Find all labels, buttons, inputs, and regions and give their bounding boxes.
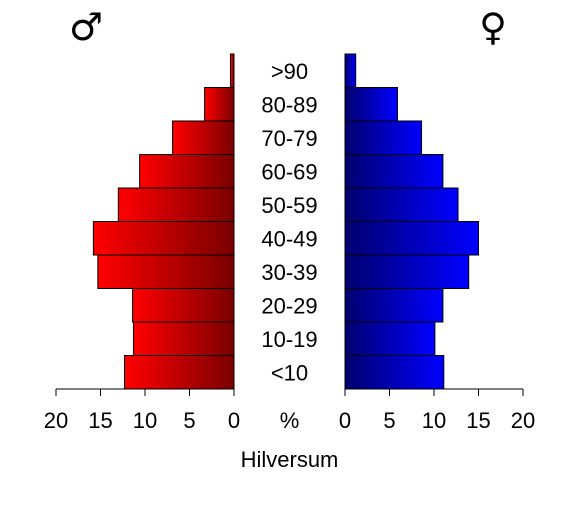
x-axis-title: Hilversum xyxy=(241,447,339,472)
female-bar-0 xyxy=(344,355,445,390)
age-group-label: 10-19 xyxy=(261,327,317,352)
female-bar-6 xyxy=(344,154,444,189)
age-group-label: 60-69 xyxy=(261,159,317,184)
female-symbol: ♀ xyxy=(479,5,507,49)
female-tick-label: 15 xyxy=(466,408,490,433)
percent-unit-label: % xyxy=(280,408,300,433)
female-bar-7 xyxy=(344,120,423,155)
female-bar-8 xyxy=(344,87,399,122)
male-bar-7 xyxy=(172,120,235,155)
female-tick-label: 20 xyxy=(511,408,535,433)
male-tick-label: 20 xyxy=(44,408,68,433)
male-bar-1 xyxy=(132,321,235,356)
male-bar-0 xyxy=(124,355,235,390)
age-group-label: 20-29 xyxy=(261,293,317,318)
male-bar-2 xyxy=(132,288,235,323)
female-bar-9 xyxy=(344,53,357,88)
female-tick-label: 0 xyxy=(339,408,351,433)
age-group-label: <10 xyxy=(271,360,308,385)
male-bar-6 xyxy=(139,154,235,189)
age-group-label: 40-49 xyxy=(261,226,317,251)
female-bar-1 xyxy=(344,321,436,356)
male-tick-label: 5 xyxy=(183,408,195,433)
female-bar-3 xyxy=(344,254,470,289)
male-bar-9 xyxy=(229,53,235,88)
age-group-label: 80-89 xyxy=(261,92,317,117)
female-bar-4 xyxy=(344,221,479,256)
male-bar-8 xyxy=(204,87,235,122)
age-group-label: 70-79 xyxy=(261,126,317,151)
age-group-label: >90 xyxy=(271,59,308,84)
age-group-label: 30-39 xyxy=(261,260,317,285)
female-tick-label: 5 xyxy=(383,408,395,433)
male-bar-5 xyxy=(117,187,235,222)
female-tick-label: 10 xyxy=(422,408,446,433)
female-bar-2 xyxy=(344,288,444,323)
female-bar-5 xyxy=(344,187,459,222)
male-tick-label: 15 xyxy=(88,408,112,433)
male-tick-label: 0 xyxy=(228,408,240,433)
male-bar-4 xyxy=(92,221,235,256)
male-bar-3 xyxy=(97,254,235,289)
age-group-label: 50-59 xyxy=(261,193,317,218)
male-symbol: ♂ xyxy=(69,5,103,49)
male-tick-label: 10 xyxy=(133,408,157,433)
